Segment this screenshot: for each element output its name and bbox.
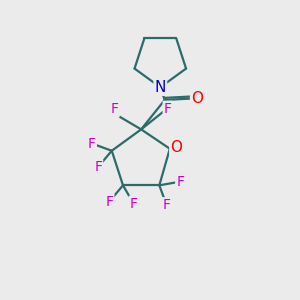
- Text: F: F: [94, 160, 102, 174]
- Text: O: O: [170, 140, 182, 155]
- Text: N: N: [154, 80, 166, 95]
- Text: F: F: [111, 102, 119, 116]
- Text: O: O: [191, 91, 203, 106]
- Text: F: F: [88, 136, 96, 151]
- Text: F: F: [163, 198, 171, 212]
- Text: F: F: [105, 195, 113, 208]
- Text: F: F: [130, 197, 138, 211]
- Text: F: F: [164, 102, 172, 116]
- Text: F: F: [176, 175, 184, 189]
